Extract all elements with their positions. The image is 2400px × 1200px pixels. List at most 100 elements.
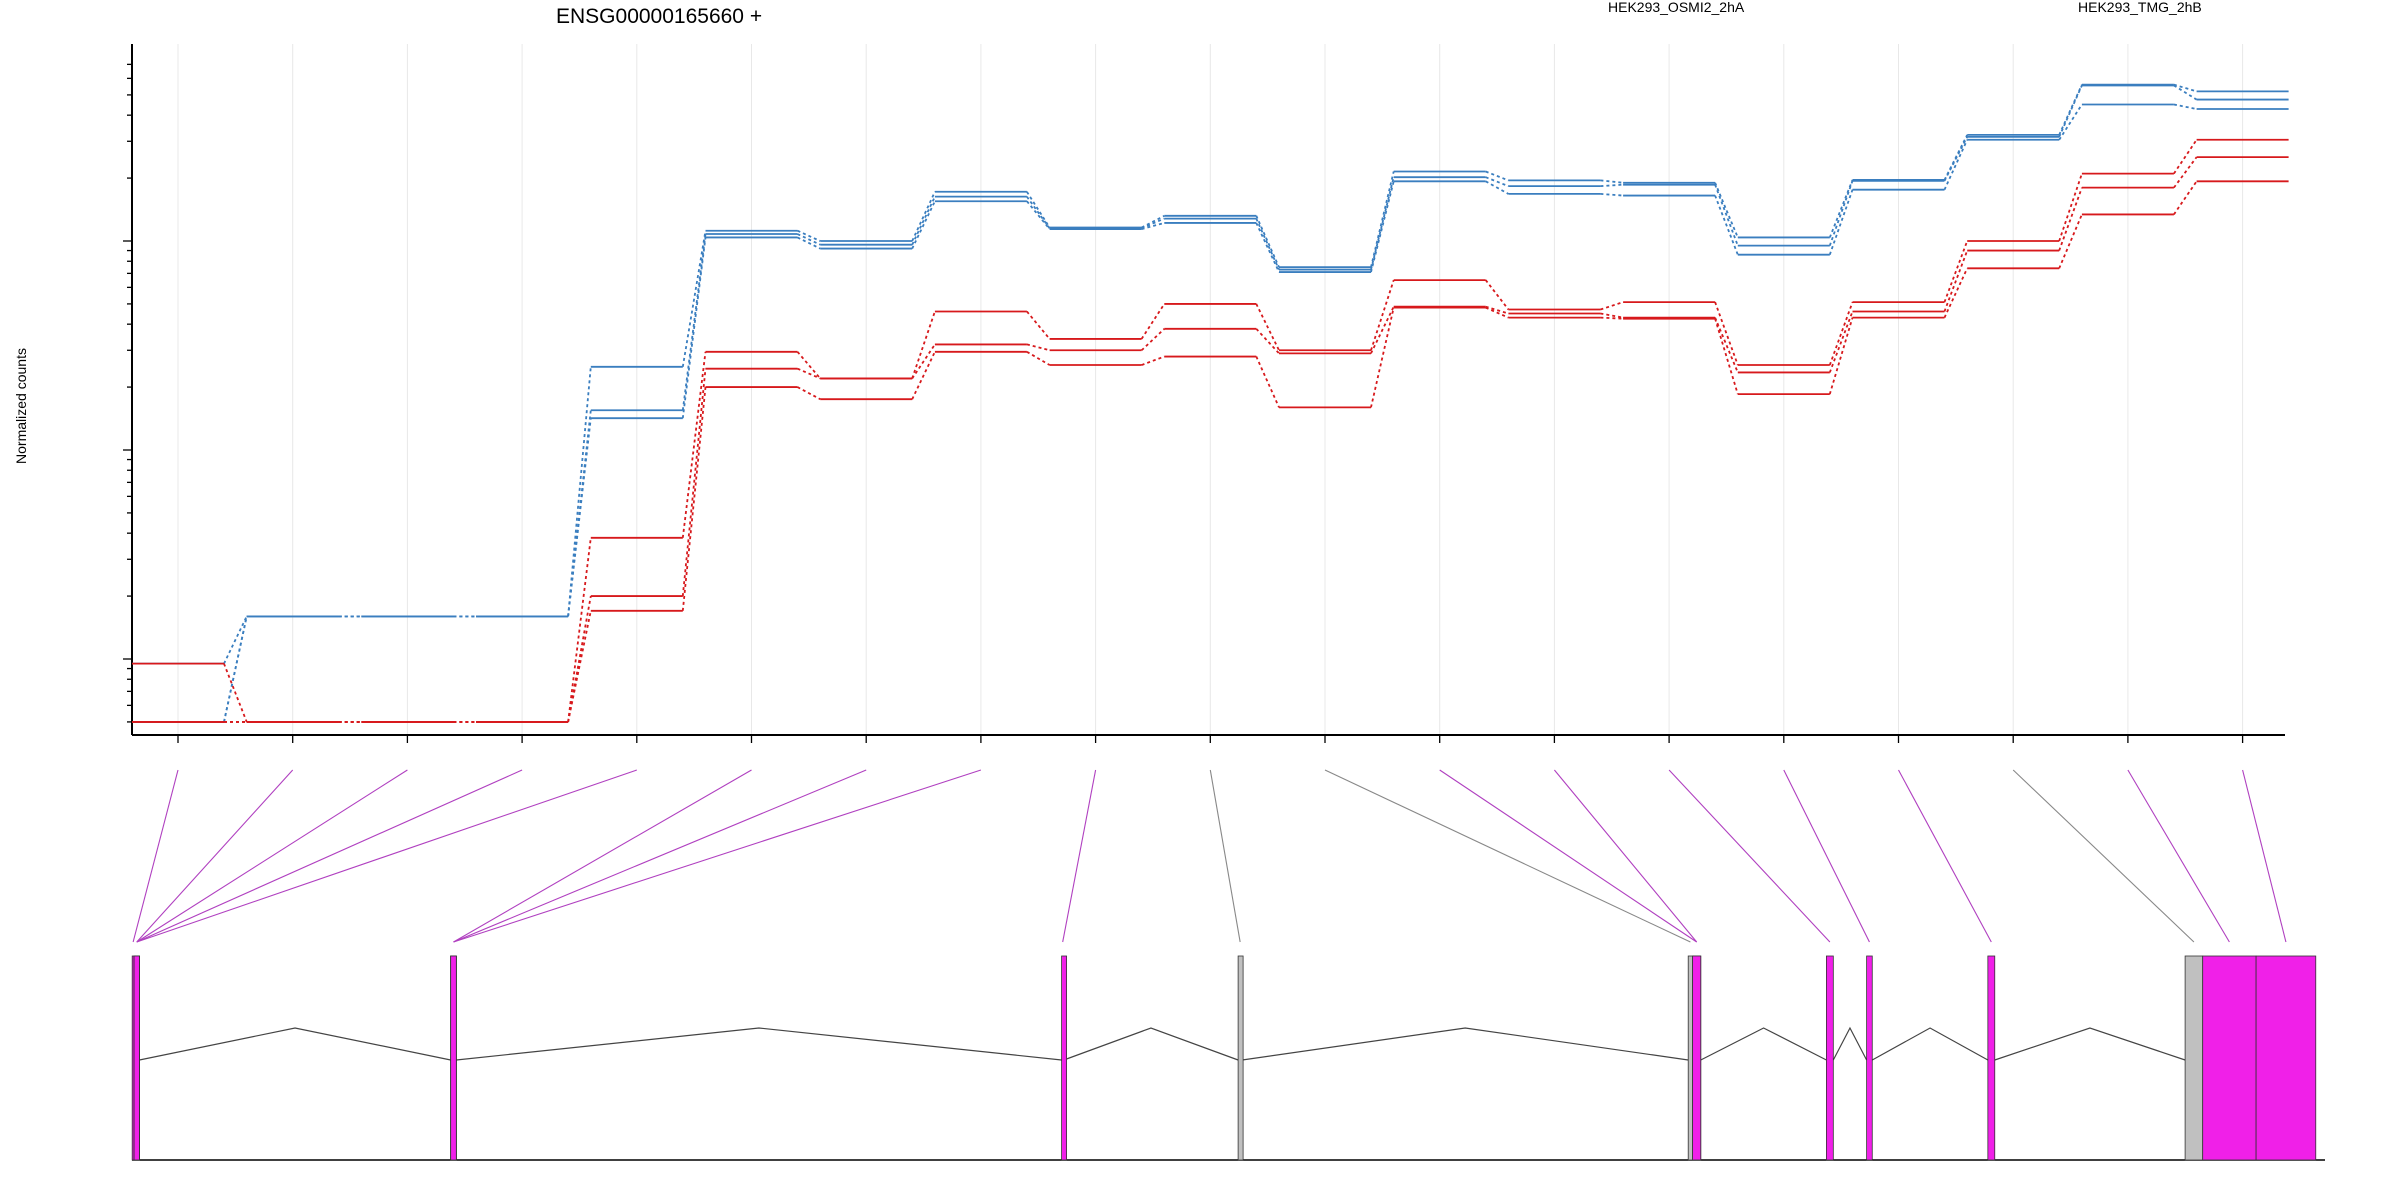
series-connector bbox=[567, 418, 592, 617]
exon-link-e016 bbox=[1898, 769, 1992, 943]
gene-model bbox=[131, 955, 2325, 1161]
series-connector bbox=[1255, 328, 1280, 354]
series-connector bbox=[1714, 195, 1739, 256]
series-connector bbox=[681, 386, 707, 611]
intron-line bbox=[1063, 1027, 1239, 1061]
series-connector bbox=[797, 367, 821, 380]
series-connector bbox=[1140, 303, 1166, 340]
series-connector bbox=[1600, 179, 1624, 184]
series-connector bbox=[1714, 301, 1739, 366]
exon-box-e017 bbox=[2184, 955, 2204, 1161]
series-connector bbox=[1255, 303, 1280, 351]
intron-line bbox=[1242, 1027, 1689, 1061]
exon-box-e015 bbox=[1866, 955, 1873, 1161]
gridlines bbox=[177, 44, 2244, 735]
exon-box-e005 bbox=[133, 955, 140, 1161]
series-connector bbox=[223, 616, 248, 723]
exon-link-e008 bbox=[453, 769, 982, 943]
intron-line bbox=[139, 1027, 451, 1061]
exon-link-e002 bbox=[136, 769, 294, 943]
series-connector bbox=[1828, 311, 1854, 373]
series-connector bbox=[2173, 103, 2197, 110]
series-connector bbox=[1600, 301, 1624, 311]
intron-line bbox=[1700, 1027, 1827, 1061]
exon-link-e007 bbox=[453, 769, 867, 943]
exon-link-e009 bbox=[1062, 769, 1097, 943]
exon-box-e018 bbox=[2202, 955, 2257, 1161]
series-connector bbox=[1026, 343, 1050, 352]
series-connector bbox=[2058, 214, 2083, 269]
exon-link-e004 bbox=[136, 769, 523, 943]
exon-box-e019 bbox=[2255, 955, 2317, 1161]
series-connector bbox=[1600, 312, 1624, 319]
series-connector bbox=[797, 236, 821, 250]
legend-label-tmg: HEK293_TMG_2hB bbox=[2078, 0, 2202, 15]
series-connector bbox=[1828, 189, 1854, 255]
y-axis-label: Normalized counts bbox=[13, 348, 29, 464]
series-connector bbox=[681, 230, 707, 367]
series-connector bbox=[911, 351, 936, 400]
series-connector bbox=[1255, 356, 1280, 408]
series-connector bbox=[2058, 187, 2083, 251]
series-connector bbox=[1370, 176, 1395, 270]
series-6 bbox=[132, 180, 2289, 723]
series-connector bbox=[1140, 328, 1165, 351]
intron-line bbox=[1871, 1027, 1989, 1061]
series-connector bbox=[1141, 222, 1165, 230]
exon-link-e011 bbox=[1324, 769, 1691, 943]
series-connector bbox=[2058, 173, 2083, 242]
exon-link-e006 bbox=[453, 769, 752, 943]
series-connector bbox=[1026, 196, 1051, 229]
series-connector bbox=[1485, 180, 1509, 195]
exon-link-e012 bbox=[1439, 769, 1697, 943]
series-connector bbox=[797, 233, 821, 246]
series-connector bbox=[1484, 279, 1510, 311]
series-connector bbox=[1485, 305, 1509, 315]
chart-title: ENSG00000165660 + bbox=[556, 5, 762, 28]
exon-link-e015 bbox=[1783, 769, 1870, 943]
series-connector bbox=[2173, 156, 2198, 189]
series-connector bbox=[2173, 84, 2198, 101]
series-connector bbox=[1026, 191, 1051, 229]
intron-line bbox=[456, 1027, 1062, 1061]
exon-link-e017 bbox=[2012, 769, 2195, 943]
series-connector bbox=[1370, 279, 1395, 351]
exon-link-e001 bbox=[132, 769, 179, 943]
legend-label-osmi2: HEK293_OSMI2_2hA bbox=[1608, 0, 1745, 15]
series-connector bbox=[1943, 240, 1969, 303]
series-connector bbox=[1943, 267, 1969, 318]
series-connector bbox=[1600, 193, 1624, 197]
exon-link-e018 bbox=[2127, 769, 2230, 943]
series-connector bbox=[1943, 250, 1969, 312]
exon-link-e014 bbox=[1668, 769, 1831, 943]
series-connector bbox=[1141, 215, 1165, 229]
series-connector bbox=[911, 200, 936, 249]
series-connector bbox=[1714, 182, 1739, 238]
series-connector bbox=[1714, 318, 1739, 395]
series-connector bbox=[911, 343, 936, 379]
exon-box-e008 bbox=[450, 955, 457, 1161]
series-connector bbox=[1714, 184, 1739, 246]
series-connector bbox=[1600, 183, 1624, 188]
series-connector bbox=[1026, 351, 1051, 366]
exon-box-e016 bbox=[1987, 955, 1996, 1161]
series-lines bbox=[132, 83, 2289, 723]
exon-links bbox=[132, 769, 2287, 943]
series-connector bbox=[1943, 139, 1969, 191]
series-connector bbox=[1026, 310, 1051, 340]
series-connector bbox=[1370, 307, 1395, 408]
exon-box-e013 bbox=[1692, 955, 1702, 1161]
intron-line bbox=[1832, 1026, 1868, 1061]
series-connector bbox=[2173, 83, 2197, 93]
series-connector bbox=[911, 191, 936, 242]
series-connector bbox=[1714, 317, 1739, 373]
series-connector bbox=[681, 351, 707, 538]
series-connector bbox=[223, 663, 248, 723]
series-connector bbox=[2058, 103, 2083, 141]
intron-line bbox=[1994, 1027, 2186, 1061]
series-connector bbox=[1485, 176, 1509, 187]
series-connector bbox=[1370, 306, 1395, 354]
exon-link-e003 bbox=[136, 769, 408, 943]
series-connector bbox=[1485, 170, 1509, 182]
series-connector bbox=[1828, 301, 1854, 366]
